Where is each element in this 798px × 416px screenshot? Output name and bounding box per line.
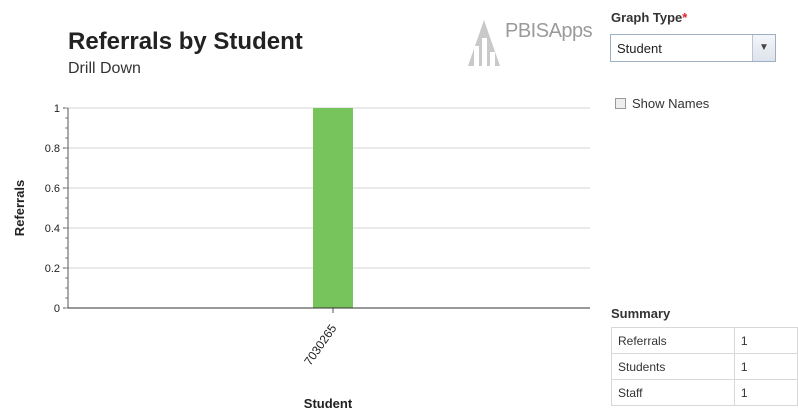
graph-type-label-text: Graph Type [611, 10, 683, 25]
pbisapps-logo [464, 18, 604, 68]
summary-label-students: Students [611, 353, 735, 380]
summary-value-referrals: 1 [733, 327, 798, 354]
y-tick-label: 0 [54, 303, 60, 315]
logo-mark-icon [468, 20, 500, 66]
summary-label-staff: Staff [611, 379, 735, 406]
chevron-down-icon[interactable]: ▼ [752, 35, 775, 61]
chart-bars [313, 108, 353, 308]
referrals-chart: 0 0.2 0.4 0.6 0.8 1 7030265 Referrals Student [12, 103, 590, 411]
chart-title: Referrals by Student [68, 28, 303, 55]
y-axis-ticks: 0 0.2 0.4 0.6 0.8 1 [45, 103, 69, 315]
chart-subtitle: Drill Down [68, 60, 141, 77]
x-axis-title: Student [304, 396, 353, 411]
y-axis-title: Referrals [12, 180, 27, 236]
graph-type-value: Student [617, 41, 662, 56]
x-tick-label: 7030265 [301, 321, 339, 368]
summary-title: Summary [611, 306, 671, 321]
summary-table: Referrals 1 Students 1 Staff 1 [611, 327, 798, 406]
summary-value-staff: 1 [733, 379, 798, 406]
summary-label-referrals: Referrals [611, 327, 735, 354]
show-names-option[interactable]: Show Names [615, 96, 709, 111]
x-axis-ticks: 7030265 [301, 308, 340, 368]
table-row: Referrals 1 [611, 327, 798, 354]
y-tick-label: 0.4 [45, 223, 60, 235]
logo-text: PBISApps [505, 20, 593, 42]
required-marker: * [682, 10, 688, 25]
bar [313, 108, 353, 308]
show-names-checkbox[interactable] [615, 98, 626, 109]
graph-type-label: Graph Type* [611, 10, 687, 25]
table-row: Students 1 [611, 353, 798, 380]
summary-value-students: 1 [733, 353, 798, 380]
show-names-label: Show Names [632, 96, 710, 111]
y-tick-label: 0.8 [45, 143, 60, 155]
table-row: Staff 1 [611, 379, 798, 406]
y-tick-label: 0.2 [45, 263, 60, 275]
y-tick-label: 0.6 [45, 183, 60, 195]
y-tick-label: 1 [54, 103, 60, 115]
graph-type-select[interactable]: Student ▼ [610, 34, 776, 62]
